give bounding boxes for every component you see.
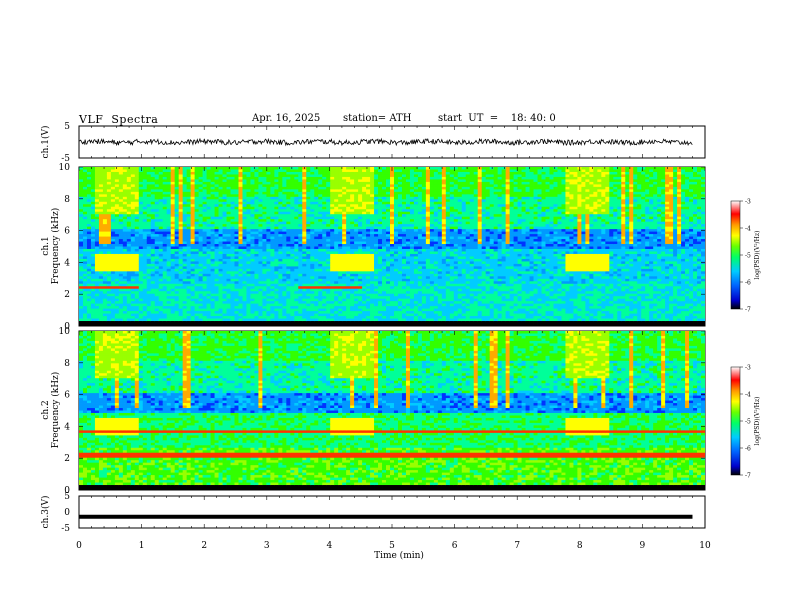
ch1-spectrogram-y-tick-label: 0	[64, 322, 70, 332]
x-tick-label: 10	[699, 541, 711, 551]
ch3-waveform-frame	[78, 495, 706, 529]
ch1-waveform-ylabel: ch.1(V)	[40, 126, 51, 159]
x-tick-label: 8	[577, 541, 583, 551]
ch3-waveform-y-tick-label: -5	[61, 524, 70, 534]
ch1-spectrogram-y-tick-label: 6	[64, 227, 70, 237]
colorbar-tick-label: -4	[745, 226, 751, 233]
ch1-colorbar-label: log(PSD)(V²/Hz)	[754, 231, 761, 280]
colorbar-tick-label: -5	[745, 253, 751, 260]
ch2-colorbar-label: log(PSD)(V²/Hz)	[754, 397, 761, 446]
start-time-label: start UT = 18: 40: 0	[438, 113, 556, 124]
ch2-colorbar	[730, 366, 741, 476]
ch1-waveform-y-tick-label: 5	[64, 122, 70, 132]
x-tick-label: 2	[201, 541, 207, 551]
x-tick-label: 9	[640, 541, 646, 551]
ch1-spectrogram-ylabel-line1: ch.1	[41, 236, 51, 255]
colorbar-tick-label: -7	[745, 307, 751, 314]
x-tick-label: 3	[264, 541, 270, 551]
ch1-spectrogram-y-tick-label: 2	[64, 290, 70, 300]
colorbar-tick-label: -4	[745, 392, 751, 399]
colorbar-tick-label: -6	[745, 446, 751, 453]
ch3-waveform-y-tick-label: 5	[64, 492, 70, 502]
colorbar-tick-label: -5	[745, 419, 751, 426]
ch1-spectrogram	[79, 167, 705, 326]
ch1-spectrogram-y-tick-label: 10	[59, 163, 71, 173]
ch2-spectrogram-y-tick-label: 4	[64, 422, 70, 432]
ch2-spectrogram-y-tick-label: 6	[64, 391, 70, 401]
x-tick-label: 4	[327, 541, 333, 551]
ch3-waveform-ylabel: ch.3(V)	[40, 496, 51, 529]
station-label: station= ATH	[343, 113, 411, 124]
x-tick-label: 6	[452, 541, 458, 551]
ch1-spectrogram-y-tick-label: 4	[64, 258, 70, 268]
chart-title: VLF Spectra	[79, 113, 158, 126]
x-tick-label: 1	[139, 541, 145, 551]
ch1-colorbar	[730, 200, 741, 310]
colorbar-tick-label: -3	[745, 199, 751, 206]
x-tick-label: 0	[76, 541, 82, 551]
ch1-spectrogram-ylabel-line2: Frequency (kHz)	[50, 208, 61, 285]
x-tick-label: 7	[514, 541, 520, 551]
x-tick-label: 5	[389, 541, 395, 551]
ch1-waveform-y-tick-label: -5	[61, 154, 70, 164]
ch2-spectrogram-ylabel-line1: ch.2	[41, 400, 51, 419]
ch2-spectrogram-y-tick-label: 10	[59, 327, 71, 337]
ch1-colorbar-ticks: -3 -4 -5 -6 -7	[740, 199, 751, 314]
ch2-spectrogram-y-tick-label: 2	[64, 454, 70, 464]
ch2-spectrogram	[79, 331, 705, 490]
colorbar-tick-label: -6	[745, 280, 751, 287]
colorbar-tick-label: -7	[745, 473, 751, 480]
ch1-spectrogram-y-tick-label: 8	[64, 195, 70, 205]
date-label: Apr. 16, 2025	[252, 113, 320, 124]
ch2-colorbar-ticks: -3 -4 -5 -6 -7	[740, 365, 751, 480]
colorbar-tick-label: -3	[745, 365, 751, 372]
x-axis-label: Time (min)	[374, 550, 424, 561]
ch1-waveform-line	[78, 137, 693, 147]
ch3-waveform-y-tick-label: 0	[64, 508, 70, 518]
ch2-spectrogram-ylabel-line2: Frequency (kHz)	[50, 372, 61, 449]
ch2-spectrogram-y-tick-label: 0	[64, 486, 70, 496]
ch2-spectrogram-y-tick-label: 8	[64, 359, 70, 369]
